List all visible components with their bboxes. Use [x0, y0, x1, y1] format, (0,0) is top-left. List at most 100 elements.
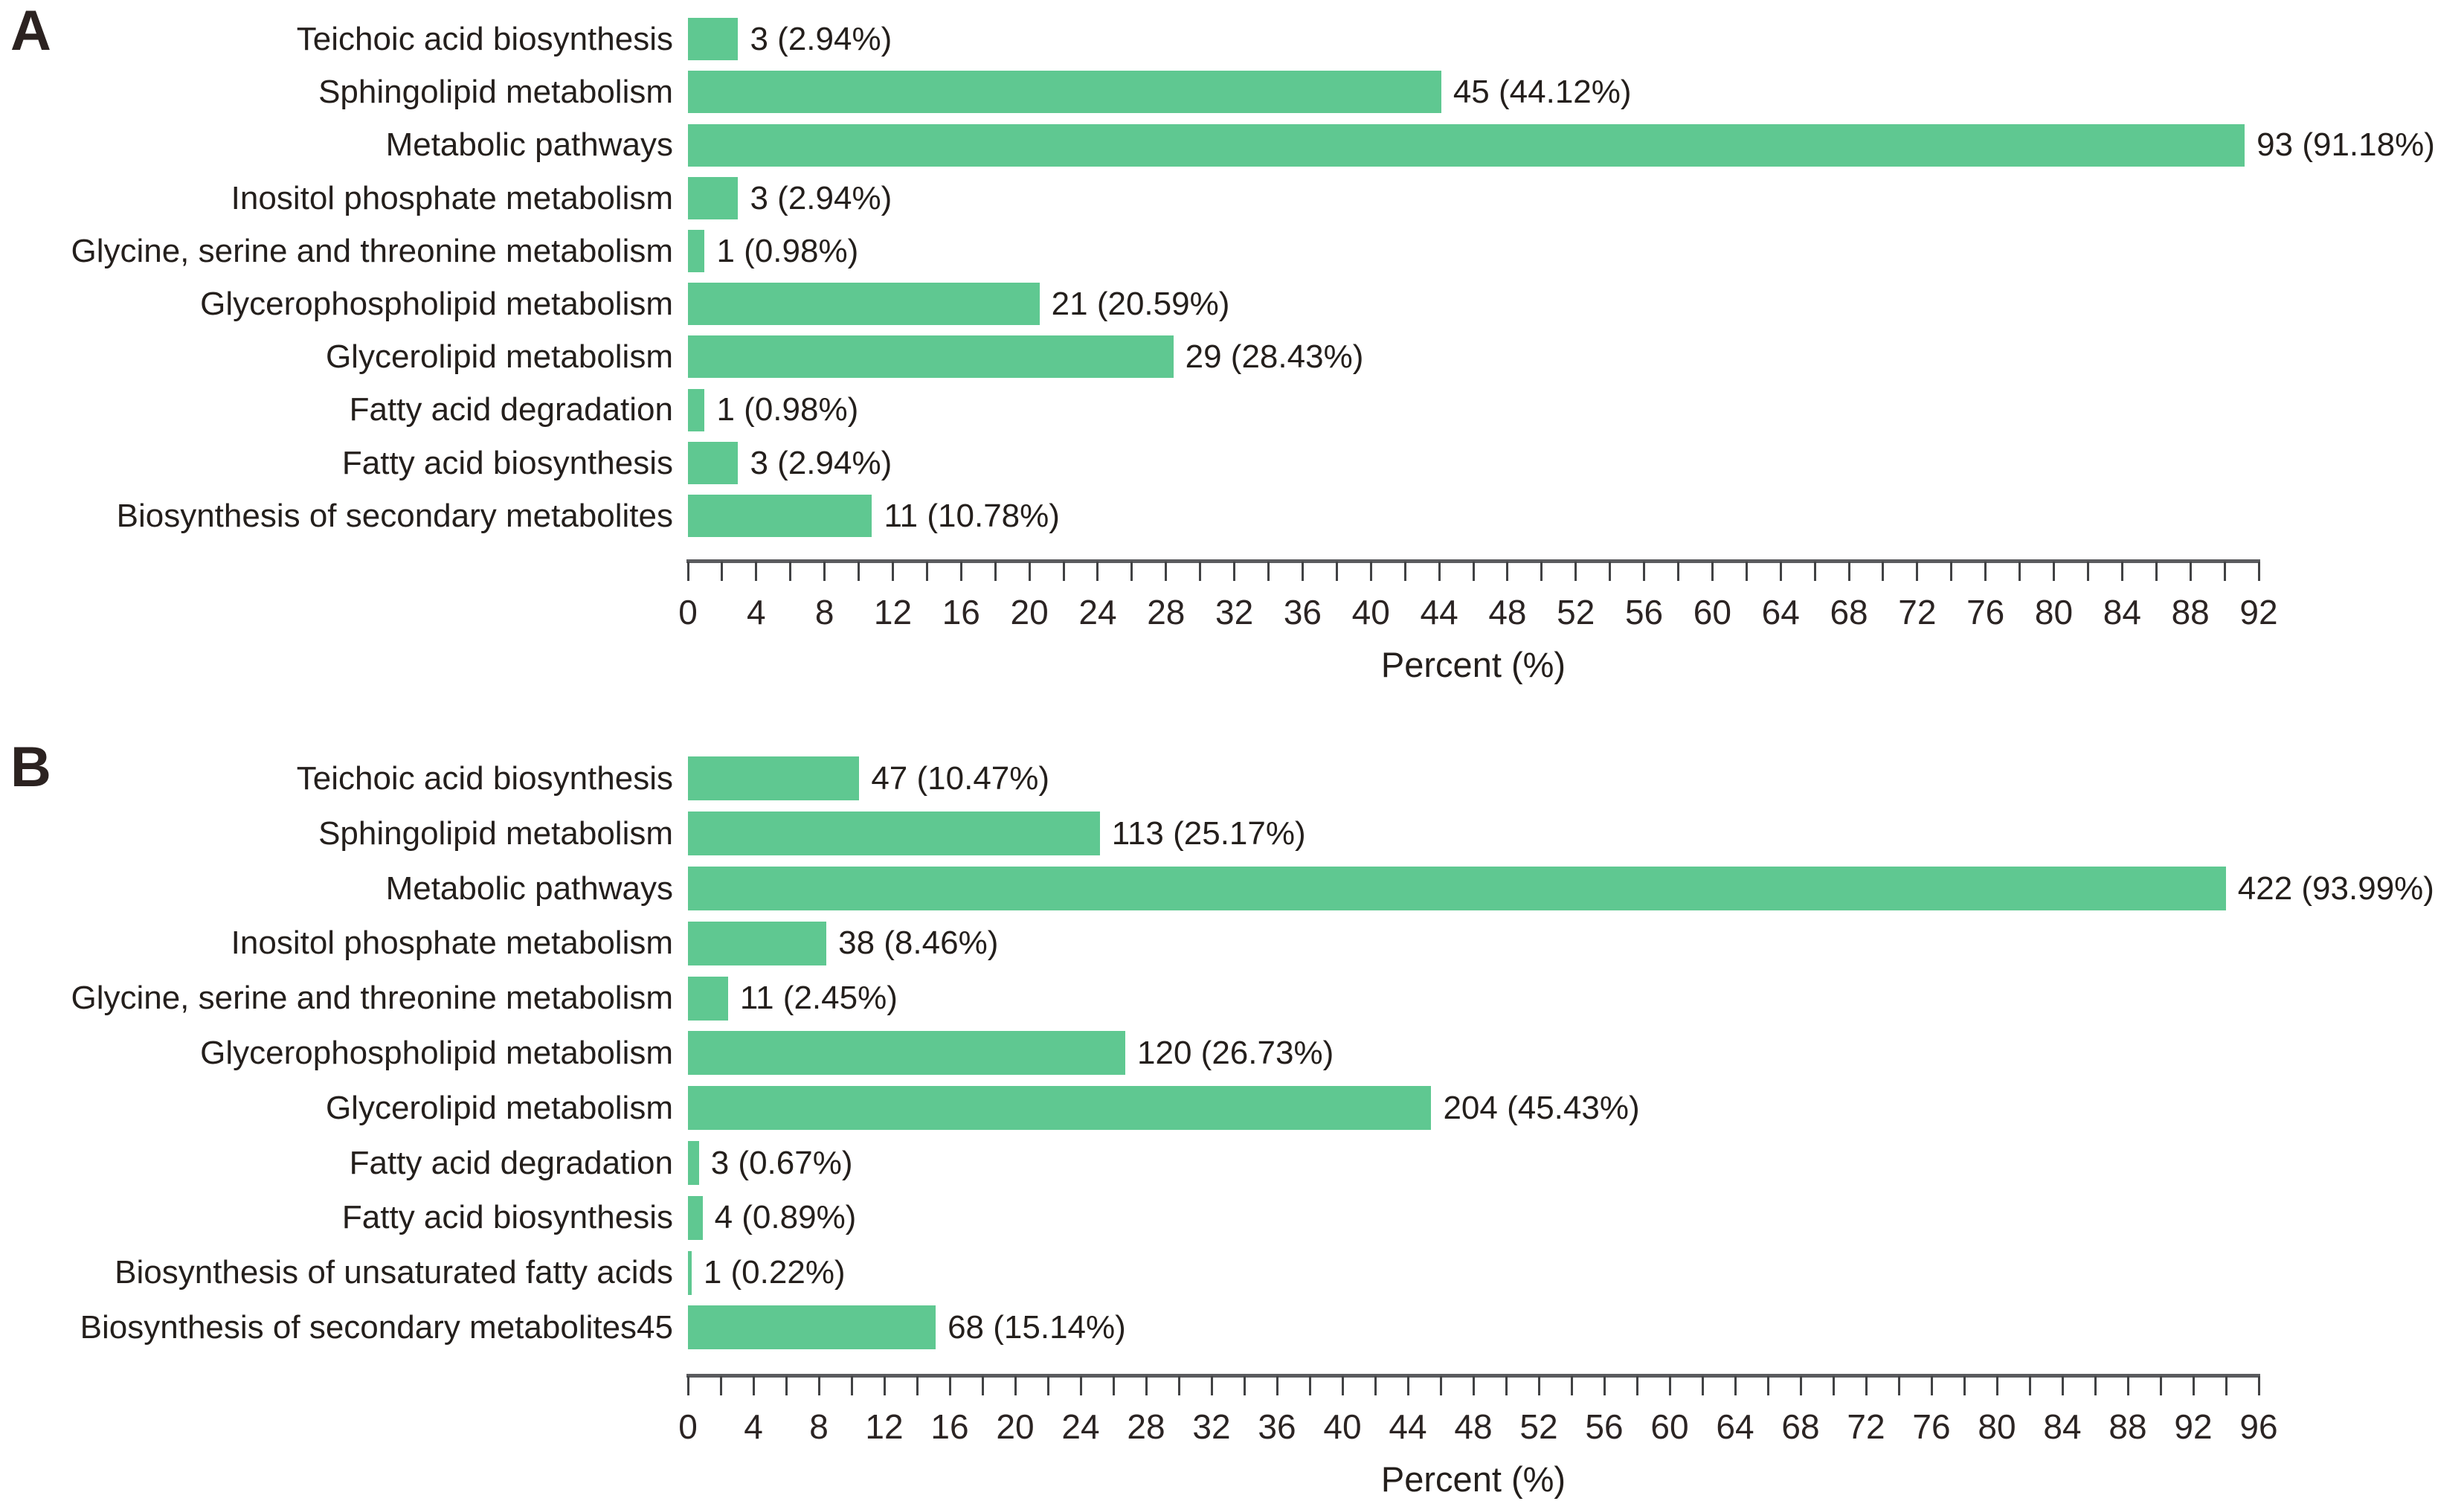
axis-tick-label: 92	[2239, 593, 2278, 632]
axis-tick	[1832, 1376, 1835, 1395]
axis-tick-label: 56	[1585, 1407, 1624, 1446]
axis-tick	[1813, 562, 1816, 581]
axis-tick-label: 8	[809, 1407, 829, 1446]
value-label: 3 (2.94%)	[750, 444, 892, 481]
axis-tick-label: 60	[1693, 593, 1731, 632]
axis-tick-label: 4	[747, 593, 766, 632]
bar	[688, 176, 739, 219]
bar	[688, 71, 1441, 114]
axis-tick-label: 12	[865, 1407, 904, 1446]
axis-tick	[2155, 562, 2158, 581]
axis-tick	[1062, 562, 1065, 581]
bar	[688, 756, 860, 801]
value-label: 21 (20.59%)	[1051, 286, 1230, 322]
axis-tick	[1046, 1376, 1049, 1395]
axis-tick	[1865, 1376, 1868, 1395]
axis-tick	[2189, 562, 2192, 581]
axis-tick	[1472, 1376, 1475, 1395]
bar	[688, 441, 739, 484]
axis-tick	[1603, 1376, 1606, 1395]
axis-tick-label: 0	[678, 1407, 698, 1446]
axis-tick	[948, 1376, 951, 1395]
bar	[688, 229, 705, 272]
axis-tick-label: 0	[678, 593, 698, 632]
bar	[688, 1305, 936, 1350]
axis-tick	[883, 1376, 886, 1395]
axis-tick	[1540, 562, 1543, 581]
category-label: Teichoic acid biosynthesis	[296, 760, 673, 797]
value-label: 1 (0.98%)	[716, 391, 859, 428]
axis-tick	[755, 562, 758, 581]
axis-tick-label: 52	[1519, 1407, 1558, 1446]
axis-tick-label: 48	[1454, 1407, 1493, 1446]
axis-tick	[1267, 562, 1270, 581]
axis-tick-label: 32	[1215, 593, 1254, 632]
axis-tick-label: 80	[1978, 1407, 2016, 1446]
bar	[688, 335, 1174, 379]
axis-tick	[1369, 562, 1372, 581]
axis-tick	[1505, 1376, 1508, 1395]
axis-tick-label: 20	[996, 1407, 1035, 1446]
axis-tick-label: 44	[1420, 593, 1458, 632]
axis-tick-label: 72	[1847, 1407, 1885, 1446]
axis-tick-label: 8	[814, 593, 834, 632]
axis-tick-label: 68	[1830, 593, 1868, 632]
axis-tick-label: 24	[1078, 593, 1117, 632]
axis-tick	[1643, 562, 1646, 581]
axis-tick	[1028, 562, 1031, 581]
axis-tick-label: 32	[1192, 1407, 1231, 1446]
axis-tick	[1438, 562, 1441, 581]
axis-tick-label: 28	[1147, 593, 1186, 632]
axis-tick	[2094, 1376, 2097, 1395]
bar	[688, 283, 1040, 326]
value-label: 1 (0.22%)	[703, 1254, 846, 1291]
bar	[688, 1250, 692, 1295]
axis-tick-label: 4	[744, 1407, 763, 1446]
axis-tick	[1882, 562, 1885, 581]
value-label: 4 (0.89%)	[714, 1199, 857, 1236]
axis-tick-label: 16	[930, 1407, 969, 1446]
value-label: 1 (0.98%)	[716, 232, 859, 269]
bar	[688, 867, 2226, 910]
axis-tick	[891, 562, 894, 581]
axis-tick-label: 76	[1966, 593, 2005, 632]
axis-tick	[1506, 562, 1509, 581]
axis-tick	[925, 562, 928, 581]
bar	[688, 1086, 1432, 1131]
value-label: 47 (10.47%)	[871, 760, 1050, 797]
axis-tick	[1406, 1376, 1409, 1395]
panel-a-axis-title: Percent (%)	[1380, 645, 1566, 684]
value-label: 422 (93.99%)	[2237, 870, 2434, 907]
axis-tick	[1335, 562, 1338, 581]
axis-tick	[959, 562, 962, 581]
axis-tick-label: 36	[1283, 593, 1322, 632]
category-label: Fatty acid degradation	[349, 1144, 673, 1181]
category-label: Glycerophospholipid metabolism	[200, 286, 673, 322]
axis-tick	[752, 1376, 755, 1395]
axis-tick	[721, 562, 724, 581]
axis-tick	[1916, 562, 1919, 581]
axis-tick	[1472, 562, 1475, 581]
axis-tick	[981, 1376, 984, 1395]
axis-tick	[1930, 1376, 1933, 1395]
panel-b-letter: B	[10, 736, 51, 799]
x-axis-line	[686, 1374, 2260, 1378]
axis-tick	[1341, 1376, 1344, 1395]
category-label: Fatty acid biosynthesis	[341, 1199, 673, 1236]
axis-tick	[1950, 562, 1953, 581]
axis-tick	[1745, 562, 1748, 581]
axis-tick-label: 88	[2108, 1407, 2147, 1446]
axis-tick	[1130, 562, 1133, 581]
axis-tick	[1374, 1376, 1377, 1395]
category-label: Teichoic acid biosynthesis	[296, 21, 673, 57]
bar	[688, 812, 1100, 856]
axis-tick-label: 16	[942, 593, 980, 632]
axis-tick	[994, 562, 997, 581]
axis-tick	[1995, 1376, 1998, 1395]
axis-tick	[686, 1376, 689, 1395]
axis-tick-label: 40	[1323, 1407, 1362, 1446]
axis-tick	[1177, 1376, 1180, 1395]
axis-tick	[2223, 562, 2226, 581]
axis-tick	[1014, 1376, 1017, 1395]
